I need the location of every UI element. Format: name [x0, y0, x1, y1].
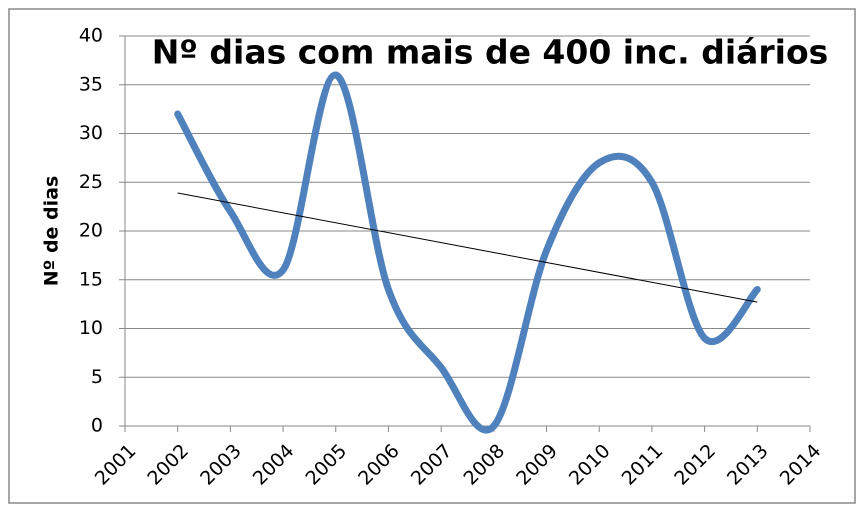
y-tick-label: 5	[91, 366, 103, 388]
data-line	[174, 71, 761, 434]
y-tick-label: 15	[79, 268, 103, 290]
y-tick-label: 30	[79, 122, 103, 144]
y-axis-label: Nº de dias	[41, 176, 63, 287]
y-tick-label: 10	[79, 317, 103, 339]
y-tick-label: 40	[79, 25, 103, 47]
chart-title: Nº dias com mais de 400 inc. diários	[152, 33, 829, 72]
chart-frame	[8, 8, 856, 504]
y-tick-label: 25	[79, 171, 103, 193]
y-tick-label: 35	[79, 73, 103, 95]
y-tick-label: 0	[91, 415, 103, 437]
y-tick-label: 20	[79, 220, 103, 242]
trend-line	[177, 192, 758, 303]
